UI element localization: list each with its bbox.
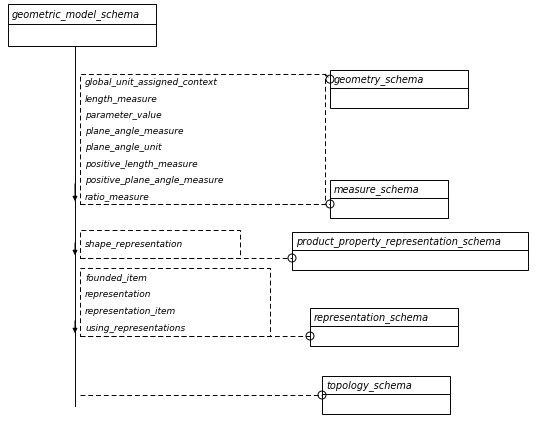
Text: representation_item: representation_item [85, 307, 176, 316]
Text: plane_angle_measure: plane_angle_measure [85, 127, 183, 136]
Text: using_representations: using_representations [85, 324, 185, 333]
Bar [330, 70, 468, 108]
Text: representation: representation [85, 290, 151, 299]
Text: geometry_schema: geometry_schema [334, 74, 424, 85]
Text: founded_item: founded_item [85, 273, 147, 282]
Bar [80, 230, 240, 258]
Text: length_measure: length_measure [85, 95, 158, 104]
Bar [8, 4, 156, 46]
Text: shape_representation: shape_representation [85, 239, 183, 249]
Bar [310, 308, 458, 346]
Bar [322, 376, 450, 414]
Bar [330, 180, 448, 218]
Text: positive_plane_angle_measure: positive_plane_angle_measure [85, 176, 223, 185]
Text: topology_schema: topology_schema [326, 380, 412, 391]
Text: ratio_measure: ratio_measure [85, 192, 150, 201]
Text: global_unit_assigned_context: global_unit_assigned_context [85, 78, 218, 88]
Text: product_property_representation_schema: product_property_representation_schema [296, 236, 501, 247]
Text: parameter_value: parameter_value [85, 111, 162, 120]
Bar [292, 232, 528, 270]
Text: measure_schema: measure_schema [334, 184, 420, 194]
Bar [80, 268, 270, 336]
Text: representation_schema: representation_schema [314, 312, 429, 323]
Text: plane_angle_unit: plane_angle_unit [85, 143, 162, 153]
Text: positive_length_measure: positive_length_measure [85, 160, 198, 169]
Bar [80, 74, 325, 204]
Text: geometric_model_schema: geometric_model_schema [12, 9, 140, 20]
